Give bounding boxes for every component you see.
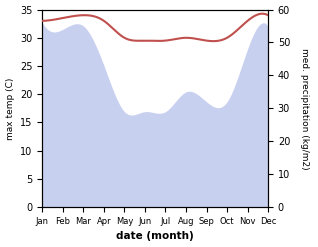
Y-axis label: med. precipitation (kg/m2): med. precipitation (kg/m2) — [300, 48, 309, 169]
X-axis label: date (month): date (month) — [116, 231, 194, 242]
Y-axis label: max temp (C): max temp (C) — [5, 77, 15, 140]
